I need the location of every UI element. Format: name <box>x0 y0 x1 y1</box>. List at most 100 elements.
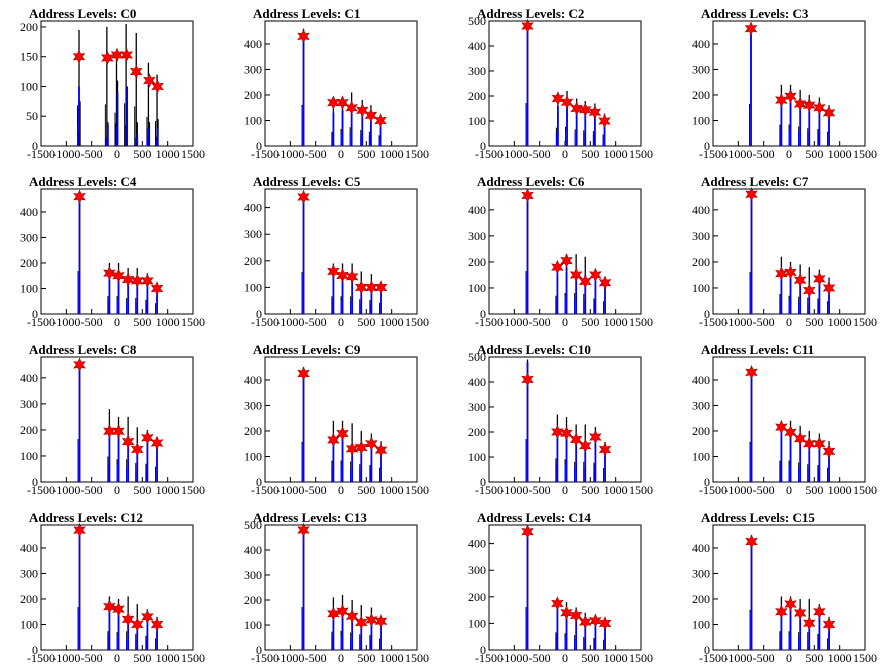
peak-marker <box>327 264 340 279</box>
x-tick-label: 1500 <box>853 315 877 329</box>
x-tick-label: -1000 <box>500 483 528 497</box>
peak-marker <box>130 442 144 457</box>
chart-panel: Address Levels: C20100200300400500-1500-… <box>468 6 653 161</box>
x-tick-label: -1000 <box>52 147 80 161</box>
y-tick-label: 400 <box>20 541 38 555</box>
y-tick-label: 300 <box>692 62 710 76</box>
peak-marker <box>813 604 826 619</box>
peak-marker <box>73 189 86 204</box>
y-tick-label: 300 <box>244 227 262 241</box>
x-tick-label: 0 <box>786 147 792 161</box>
x-tick-label: 1000 <box>604 315 628 329</box>
y-tick-label: 400 <box>692 373 710 387</box>
y-tick-label: 200 <box>20 592 38 606</box>
x-tick-label: -1000 <box>724 483 752 497</box>
x-tick-label: 1500 <box>405 147 429 161</box>
y-tick-label: 100 <box>468 114 486 128</box>
chart-title: Address Levels: C13 <box>253 510 367 525</box>
x-tick-label: -1000 <box>500 651 528 665</box>
peak-marker <box>745 365 758 380</box>
y-tick-label: 300 <box>468 563 486 577</box>
peak-marker <box>589 613 602 628</box>
x-tick-label: 0 <box>338 651 344 665</box>
peak-marker <box>130 617 144 632</box>
x-tick-label: 1500 <box>181 315 205 329</box>
y-tick-label: 200 <box>244 593 262 607</box>
peak-marker <box>354 280 368 295</box>
peak-marker <box>141 609 154 625</box>
y-tick-label: 200 <box>244 254 262 268</box>
x-tick-label: 1000 <box>604 483 628 497</box>
peak-marker <box>802 283 816 298</box>
y-tick-label: 200 <box>468 255 486 269</box>
x-tick-label: -500 <box>305 651 327 665</box>
y-tick-label: 200 <box>244 424 262 438</box>
peak-marker <box>784 265 797 280</box>
x-tick-label: 1000 <box>156 315 180 329</box>
chart-title: Address Levels: C1 <box>253 6 360 21</box>
y-tick-label: 200 <box>20 20 38 34</box>
x-tick-label: 1000 <box>380 147 404 161</box>
x-tick-label: -500 <box>529 315 551 329</box>
peak-marker <box>802 615 816 631</box>
peak-marker <box>589 267 602 283</box>
y-tick-label: 300 <box>692 398 710 412</box>
y-tick-label: 200 <box>468 425 486 439</box>
peak-marker <box>521 18 534 34</box>
peak-marker <box>551 259 564 275</box>
y-tick-label: 100 <box>20 281 38 295</box>
y-tick-label: 400 <box>692 37 710 51</box>
peak-marker <box>521 372 534 387</box>
peak-marker <box>103 265 116 281</box>
x-tick-label: 500 <box>805 315 823 329</box>
x-tick-label: 1500 <box>405 651 429 665</box>
x-tick-label: -1500 <box>251 147 279 161</box>
x-tick-label: -1500 <box>475 651 503 665</box>
x-tick-label: -1000 <box>724 651 752 665</box>
y-tick-label: 100 <box>468 281 486 295</box>
plot-frame <box>488 524 642 651</box>
peak-marker <box>374 442 388 458</box>
peak-marker <box>121 434 135 449</box>
y-tick-label: 300 <box>244 398 262 412</box>
plot-frame <box>40 524 194 651</box>
peak-marker <box>569 432 583 447</box>
peak-marker <box>150 281 164 296</box>
y-tick-label: 400 <box>244 543 262 557</box>
peak-marker <box>141 273 154 289</box>
peak-marker <box>570 101 583 116</box>
x-tick-label: 500 <box>805 147 823 161</box>
x-tick-label: -500 <box>81 483 103 497</box>
x-tick-label: 500 <box>357 651 375 665</box>
x-tick-label: 0 <box>338 483 344 497</box>
x-tick-label: -1500 <box>699 483 727 497</box>
x-tick-label: 1500 <box>181 483 205 497</box>
x-tick-label: -500 <box>305 483 327 497</box>
x-tick-label: 1500 <box>629 147 653 161</box>
x-tick-label: -500 <box>753 147 775 161</box>
x-tick-label: 1500 <box>629 315 653 329</box>
x-tick-label: -1000 <box>52 315 80 329</box>
y-tick-label: 100 <box>20 449 38 463</box>
x-tick-label: -1000 <box>724 315 752 329</box>
x-tick-label: 500 <box>357 315 375 329</box>
peak-marker <box>336 268 349 283</box>
peak-marker <box>784 596 797 612</box>
x-tick-label: 1500 <box>853 147 877 161</box>
y-tick-label: 0 <box>256 307 262 321</box>
x-tick-label: -1500 <box>475 483 503 497</box>
y-tick-label: 500 <box>244 518 262 532</box>
x-tick-label: -1000 <box>500 315 528 329</box>
y-tick-label: 0 <box>704 307 710 321</box>
y-tick-label: 100 <box>692 281 710 295</box>
chart-title: Address Levels: C5 <box>253 174 361 189</box>
y-tick-label: 300 <box>244 568 262 582</box>
x-tick-label: 0 <box>786 483 792 497</box>
peak-marker <box>103 599 116 614</box>
x-tick-label: -1500 <box>27 651 55 665</box>
y-tick-label: 0 <box>32 307 38 321</box>
x-tick-label: 0 <box>114 315 120 329</box>
peak-marker <box>784 89 797 104</box>
peak-marker <box>578 102 592 118</box>
x-tick-label: 0 <box>114 147 120 161</box>
